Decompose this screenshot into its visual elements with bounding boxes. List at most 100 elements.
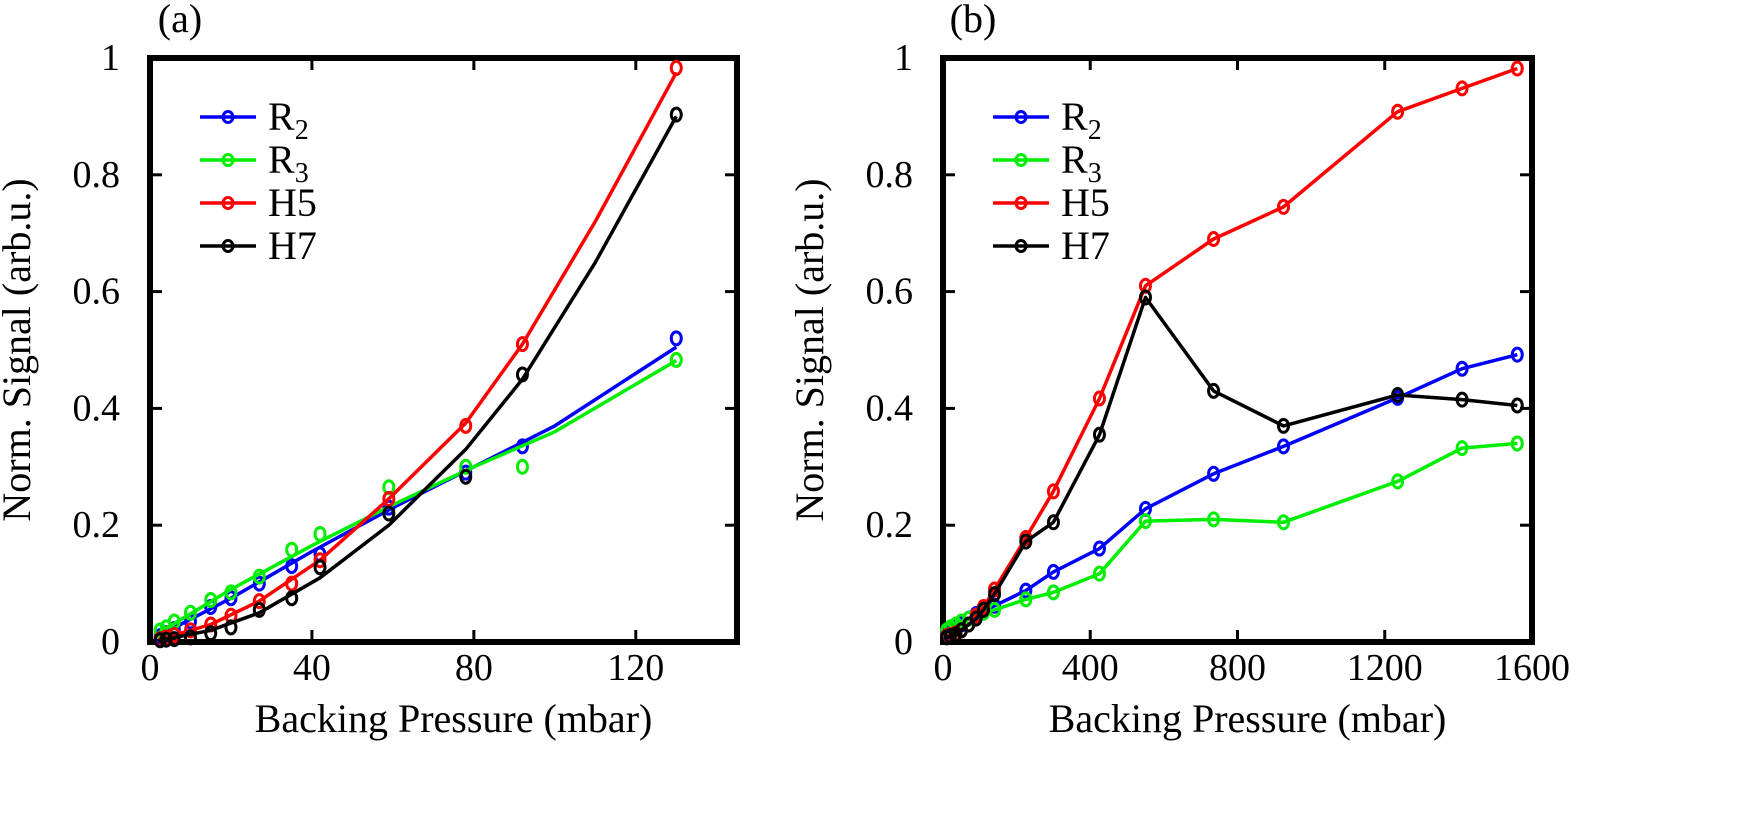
legend-label: H7	[268, 223, 317, 268]
legend-subscript: 2	[295, 115, 309, 146]
y-axis-label: Norm. Signal (arb.u.)	[787, 178, 832, 521]
legend-marker	[1014, 153, 1028, 167]
data-point	[252, 593, 266, 610]
data-point	[459, 468, 473, 485]
y-tick-label: 1	[894, 37, 913, 79]
data-point	[183, 622, 197, 639]
panel-a: 0 40 80 120 0 0.2 0.4 0.6 0.8 1 Backing Pressure (…	[0, 0, 740, 741]
data-point	[1510, 397, 1524, 414]
data-point	[183, 629, 197, 646]
y-axis-label: Norm. Signal (arb.u.)	[0, 178, 39, 521]
y-tick-label: 0.4	[73, 387, 121, 429]
legend-marker	[1014, 239, 1028, 253]
legend-label: H5	[268, 180, 317, 225]
data-point	[382, 490, 396, 507]
data-point	[167, 631, 181, 648]
plot-frame	[147, 55, 740, 645]
data-point	[1277, 514, 1291, 531]
data-point	[1455, 391, 1469, 408]
data-point	[976, 601, 990, 618]
data-point	[669, 106, 683, 123]
legend-label: H5	[1061, 180, 1110, 225]
data-point	[1092, 390, 1106, 407]
y-tick-label: 0.8	[866, 154, 914, 196]
legend-subscript: 2	[1088, 115, 1102, 146]
data-point	[1391, 386, 1405, 403]
data-point	[285, 541, 299, 558]
data-point	[224, 590, 238, 607]
data-point	[204, 591, 218, 608]
data-point	[153, 632, 167, 649]
x-axis-label: Backing Pressure (mbar)	[1049, 696, 1447, 741]
data-point	[1207, 382, 1221, 399]
plot-frame	[940, 55, 1535, 645]
data-point	[1046, 563, 1060, 580]
data-point	[1019, 582, 1033, 599]
data-point	[1207, 231, 1221, 248]
data-point	[1277, 438, 1291, 455]
data-point	[669, 330, 683, 347]
data-point	[252, 575, 266, 592]
data-point	[669, 351, 683, 368]
data-point	[1510, 60, 1524, 77]
x-tick-label: 0	[934, 647, 953, 689]
x-tick-label: 80	[455, 647, 493, 689]
data-point	[988, 586, 1002, 603]
data-point	[204, 625, 218, 642]
data-point	[285, 558, 299, 575]
data-point	[954, 613, 968, 630]
panel-b: 0 400 800 1200 1600 0 0.2 0.4 0.6 0.8 1 Backing Pre…	[787, 0, 1570, 741]
data-point	[1455, 440, 1469, 457]
data-point	[1092, 426, 1106, 443]
data-point	[515, 336, 529, 353]
data-point	[1092, 565, 1106, 582]
data-point	[1391, 103, 1405, 120]
x-tick-label: 1200	[1347, 647, 1423, 689]
x-tick-label: 120	[607, 647, 664, 689]
data-point	[313, 552, 327, 569]
data-point	[1046, 483, 1060, 500]
series-line	[157, 115, 678, 643]
data-point	[515, 458, 529, 475]
legend-marker	[221, 239, 235, 253]
legend-subscript: 3	[295, 158, 309, 189]
y-tick-label: 0.6	[73, 271, 121, 313]
data-point	[1092, 540, 1106, 557]
data-point	[1455, 360, 1469, 377]
x-tick-label: 800	[1209, 647, 1266, 689]
data-point	[1510, 346, 1524, 363]
series-h7	[940, 289, 1524, 646]
data-point	[252, 601, 266, 618]
series-h5	[153, 59, 683, 648]
series-line	[157, 71, 678, 642]
data-point	[313, 559, 327, 576]
legend-label: H7	[1061, 223, 1110, 268]
data-point	[285, 575, 299, 592]
data-point	[252, 568, 266, 585]
data-point	[159, 631, 173, 648]
x-tick-label: 40	[293, 647, 331, 689]
y-tick-label: 0.8	[73, 154, 121, 196]
data-point	[1046, 584, 1060, 601]
data-point	[1455, 80, 1469, 97]
x-tick-label: 0	[141, 647, 160, 689]
data-point	[1138, 513, 1152, 530]
y-tick-label: 0.6	[866, 271, 914, 313]
y-tick-label: 0.4	[866, 387, 914, 429]
data-point	[969, 610, 983, 627]
data-point	[1510, 435, 1524, 452]
legend-marker	[221, 196, 235, 210]
data-point	[183, 604, 197, 621]
data-point	[1019, 533, 1033, 550]
legend-marker	[1014, 110, 1028, 124]
legend-marker	[221, 110, 235, 124]
y-tick-label: 1	[101, 37, 120, 79]
y-tick-label: 0.2	[73, 504, 121, 546]
legend-subscript: 3	[1088, 158, 1102, 189]
data-point	[313, 525, 327, 542]
panel-label: (a)	[158, 0, 202, 41]
legend-marker	[221, 153, 235, 167]
data-point	[224, 584, 238, 601]
data-point	[459, 417, 473, 434]
